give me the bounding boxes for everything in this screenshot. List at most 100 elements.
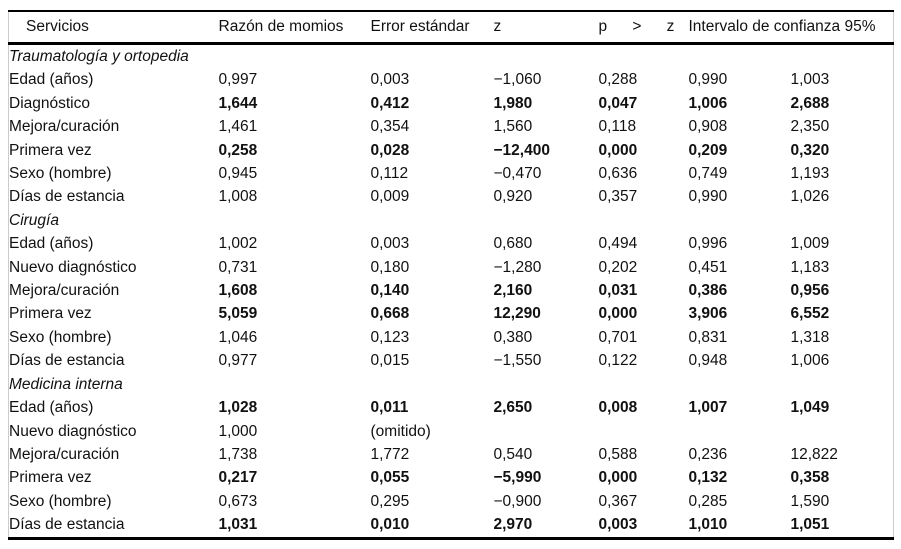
cell-p-value: 0,003: [598, 516, 638, 534]
group-header-row: Traumatología y ortopedia: [9, 44, 894, 69]
cell-z-value: 1,980: [493, 94, 533, 112]
row-label: Edad (años): [9, 399, 94, 417]
cell-p-value: 0,367: [598, 492, 638, 510]
table-row: Mejora/curación 1,738 1,772 0,540 0,588 0,236…: [9, 443, 894, 466]
cell-std-error: 0,140: [370, 282, 410, 300]
cell-p-value: 0,031: [598, 282, 638, 300]
cell-std-error: 0,028: [370, 141, 410, 159]
cell-p-value: 0,636: [598, 165, 638, 183]
cell-p-value: 0,000: [598, 141, 638, 159]
header-row: Servicios Razón de momios Error estándar…: [8, 11, 894, 45]
col-header-intervalo-confianza: Intervalo de confianza 95%: [688, 11, 894, 45]
cell-std-error: 0,003: [370, 235, 410, 253]
cell-p-value: 0,118: [598, 118, 637, 136]
group-label: Cirugía: [9, 211, 59, 229]
cell-ci-lower: 0,990: [688, 188, 728, 206]
row-label: Sexo (hombre): [9, 165, 112, 183]
cell-ci-upper: 0,358: [790, 469, 830, 487]
cell-p-value: 0,047: [598, 94, 638, 112]
cell-std-error: 0,009: [370, 188, 410, 206]
cell-odds-ratio: 1,000: [218, 422, 258, 440]
row-label: Primera vez: [9, 469, 92, 487]
cell-std-error: (omitido): [370, 422, 431, 440]
cell-odds-ratio: 1,031: [218, 516, 258, 534]
cell-z-value: 0,540: [493, 445, 533, 463]
cell-odds-ratio: 1,738: [218, 445, 258, 463]
cell-p-value: 0,122: [598, 352, 638, 370]
cell-ci-lower: 3,906: [688, 305, 728, 323]
cell-ci-upper: [791, 420, 894, 443]
cell-p-value: 0,202: [598, 258, 638, 276]
row-label: Diagnóstico: [9, 94, 90, 112]
cell-std-error: 0,112: [370, 165, 409, 183]
cell-ci-upper: 1,193: [790, 165, 830, 183]
cell-std-error: 0,123: [370, 328, 410, 346]
cell-z-value: −0,470: [493, 165, 542, 183]
cell-ci-lower: 0,209: [688, 141, 728, 159]
row-label: Edad (años): [9, 71, 94, 89]
cell-ci-upper: 2,688: [790, 94, 830, 112]
cell-ci-upper: 1,590: [790, 492, 830, 510]
cell-ci-lower: 1,007: [688, 399, 728, 417]
cell-z-value: −12,400: [493, 141, 550, 159]
cell-ci-upper: 2,350: [790, 118, 830, 136]
cell-ci-lower: 0,451: [688, 258, 728, 276]
row-label: Mejora/curación: [9, 118, 120, 136]
odds-ratio-table: Servicios Razón de momios Error estándar…: [8, 10, 895, 540]
cell-ci-lower: [689, 420, 791, 443]
cell-ci-lower: 0,749: [688, 165, 728, 183]
cell-ci-upper: 0,320: [790, 141, 830, 159]
cell-ci-lower: 0,990: [688, 71, 728, 89]
cell-z-value: −0,900: [493, 492, 542, 510]
cell-std-error: 0,003: [370, 71, 410, 89]
cell-ci-upper: 12,822: [790, 445, 838, 463]
col-header-z: z: [493, 11, 599, 45]
row-label: Primera vez: [9, 305, 92, 323]
cell-odds-ratio: 0,977: [218, 352, 258, 370]
cell-ci-upper: 1,009: [790, 235, 830, 253]
cell-odds-ratio: 5,059: [218, 305, 258, 323]
row-label: Primera vez: [9, 141, 92, 159]
cell-std-error: 0,412: [370, 94, 410, 112]
cell-ci-upper: 1,049: [790, 399, 830, 417]
row-label: Nuevo diagnóstico: [9, 258, 137, 276]
table-row: Edad (años) 1,002 0,003 0,680 0,494 0,996 1,00…: [9, 232, 894, 255]
cell-p-value: 0,288: [598, 71, 638, 89]
cell-odds-ratio: 1,461: [218, 118, 258, 136]
table-row: Nuevo diagnóstico 1,000 (omitido): [9, 420, 894, 443]
cell-z-value: −1,280: [493, 258, 542, 276]
cell-std-error: 0,295: [370, 492, 410, 510]
cell-odds-ratio: 0,258: [218, 141, 258, 159]
cell-ci-lower: 1,006: [688, 94, 728, 112]
col-header-razon-de-momios: Razón de momios: [218, 11, 371, 45]
cell-ci-upper: 0,956: [790, 282, 830, 300]
row-label: Sexo (hombre): [9, 492, 112, 510]
group-label: Traumatología y ortopedia: [9, 48, 189, 65]
row-label: Días de estancia: [9, 188, 125, 206]
row-label: Días de estancia: [9, 516, 125, 534]
row-label: Nuevo diagnóstico: [9, 422, 137, 440]
row-label: Días de estancia: [9, 352, 125, 370]
cell-z-value: 1,560: [493, 118, 533, 136]
cell-p-value: 0,000: [598, 305, 638, 323]
cell-odds-ratio: 1,002: [218, 235, 258, 253]
cell-std-error: 0,011: [370, 399, 409, 417]
table-row: Mejora/curación 1,461 0,354 1,560 0,118 0,908…: [9, 115, 894, 138]
cell-z-value: 2,650: [493, 399, 533, 417]
cell-ci-upper: 1,006: [790, 352, 830, 370]
table-row: Sexo (hombre) 1,046 0,123 0,380 0,701 0,831 1,…: [9, 326, 894, 349]
cell-std-error: 0,668: [370, 305, 410, 323]
cell-p-value: 0,357: [598, 188, 638, 206]
group-label: Medicina interna: [9, 375, 123, 393]
table-row: Primera vez 0,258 0,028 −12,400 0,000 0,209 0,…: [9, 139, 894, 162]
cell-odds-ratio: 0,945: [218, 165, 258, 183]
cell-odds-ratio: 0,673: [218, 492, 258, 510]
cell-z-value: 2,160: [493, 282, 533, 300]
cell-ci-lower: 0,236: [688, 445, 728, 463]
cell-odds-ratio: 1,608: [218, 282, 258, 300]
results-table-container: Servicios Razón de momios Error estándar…: [8, 10, 895, 540]
col-header-error-estandar: Error estándar: [370, 11, 494, 45]
cell-ci-lower: 0,996: [688, 235, 728, 253]
group-header-row: Medicina interna: [9, 373, 894, 396]
cell-z-value: 12,290: [493, 305, 541, 323]
